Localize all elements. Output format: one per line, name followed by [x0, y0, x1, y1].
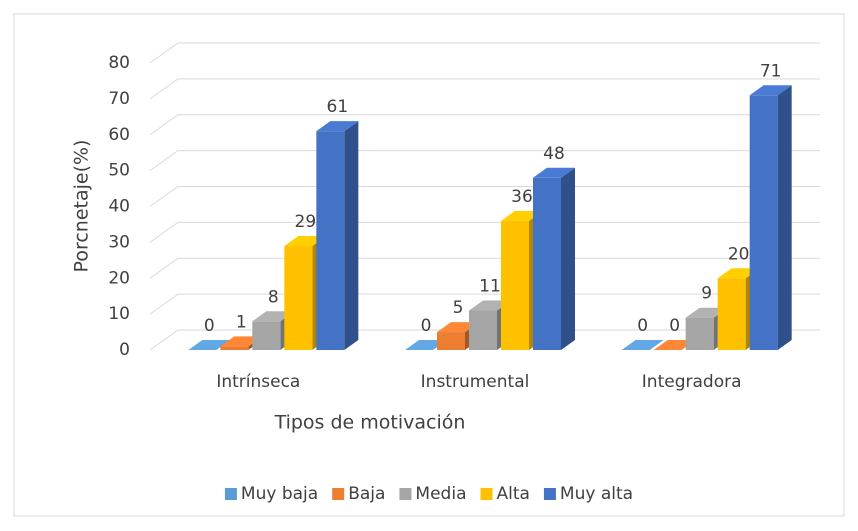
data-label: 0 — [421, 316, 432, 336]
bar-top — [316, 121, 359, 132]
bar-top — [188, 340, 231, 350]
bar-top — [220, 336, 263, 347]
x-tick-label: Intrínseca — [216, 372, 300, 392]
bar — [316, 131, 345, 350]
data-label: 0 — [669, 316, 680, 336]
bar-top — [437, 322, 479, 333]
bar — [685, 317, 714, 350]
bar — [469, 310, 497, 350]
data-label: 8 — [268, 287, 279, 307]
chart-border — [13, 13, 845, 517]
y-tick-label: 40 — [108, 197, 130, 217]
y-tick-label: 60 — [108, 125, 130, 145]
y-tick-label: 30 — [108, 232, 130, 252]
grid-line — [149, 293, 820, 315]
legend-label: Muy baja — [241, 484, 318, 504]
data-label: 0 — [204, 316, 215, 336]
legend-label: Muy alta — [560, 484, 633, 504]
bar-top — [533, 167, 575, 178]
bar-top — [717, 268, 760, 279]
bar — [437, 332, 465, 350]
data-label: 9 — [701, 284, 712, 304]
data-label: 61 — [327, 97, 349, 117]
bar-top — [621, 340, 664, 350]
bar — [501, 220, 529, 350]
data-label: 29 — [295, 212, 317, 232]
grid-line — [149, 78, 820, 100]
data-label: 20 — [728, 244, 750, 264]
bar — [220, 346, 249, 350]
bar — [717, 278, 746, 350]
legend-label: Baja — [348, 484, 385, 504]
x-tick-label: Integradora — [642, 372, 742, 392]
data-label: 5 — [453, 298, 464, 318]
bar-side — [777, 85, 792, 350]
grid-line — [149, 221, 820, 243]
bar — [252, 321, 281, 350]
y-tick-label: 50 — [108, 161, 130, 181]
bar-top — [405, 340, 447, 350]
legend-swatch — [543, 488, 556, 500]
grid-line — [149, 150, 820, 172]
y-tick-label: 0 — [119, 340, 130, 360]
data-label: 36 — [511, 187, 533, 207]
legend-swatch — [224, 488, 237, 500]
bar-side — [344, 121, 359, 350]
data-label: 0 — [637, 316, 648, 336]
grid-line — [149, 257, 820, 279]
bar — [749, 95, 778, 350]
data-label: 11 — [479, 277, 501, 297]
legend-swatch — [399, 488, 412, 500]
bar-top — [501, 210, 543, 221]
bar-top — [653, 340, 696, 350]
bar — [533, 177, 561, 350]
grid-line — [149, 42, 820, 64]
bar-side — [561, 167, 575, 350]
bar — [284, 245, 313, 350]
data-label: 1 — [236, 312, 247, 332]
bar-top — [252, 311, 295, 322]
bar-top — [685, 307, 728, 318]
bar-top — [284, 235, 327, 246]
legend-swatch — [332, 488, 345, 500]
bar-top — [469, 300, 511, 311]
grid-line — [149, 114, 820, 136]
y-tick-label: 20 — [108, 268, 130, 288]
x-axis-label: Tipos de motivación — [274, 412, 466, 434]
bar-top — [749, 85, 792, 96]
data-label: 71 — [760, 61, 782, 81]
y-tick-label: 10 — [108, 304, 130, 324]
grid-line — [149, 186, 820, 207]
legend-swatch — [480, 488, 493, 500]
data-label: 48 — [543, 144, 565, 164]
y-tick-label: 80 — [108, 53, 130, 73]
x-tick-label: Instrumental — [421, 372, 530, 392]
grid-line — [149, 329, 820, 351]
legend-label: Alta — [496, 484, 529, 504]
legend-label: Media — [415, 484, 466, 504]
y-axis-label: Porcnetaje(%) — [71, 140, 93, 273]
y-tick-label: 70 — [108, 89, 130, 109]
